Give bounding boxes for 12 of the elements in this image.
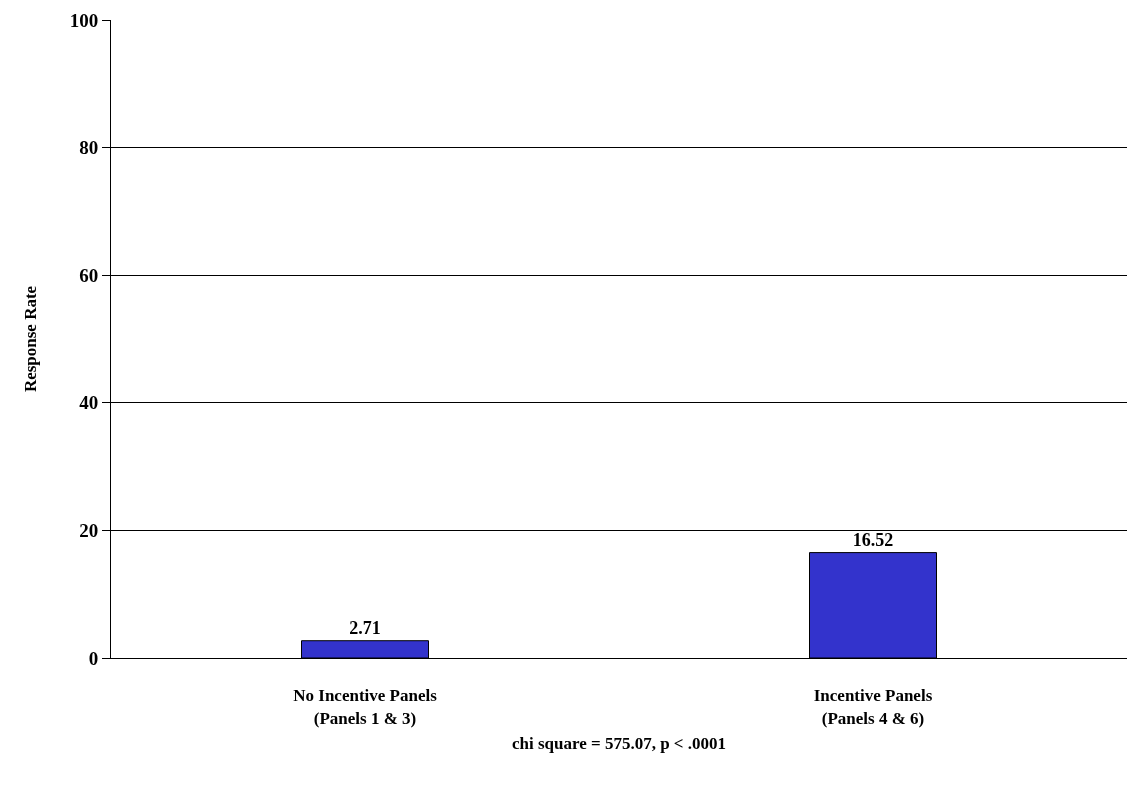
data-label: 16.52 (852, 529, 894, 550)
x-tick-label: Incentive Panels (Panels 4 & 6) (813, 686, 933, 728)
y-tick-label: 80 (79, 137, 99, 159)
y-axis-title: Response Rate (21, 285, 41, 393)
y-tick-label: 20 (79, 520, 99, 542)
y-tick-label: 60 (79, 264, 99, 286)
y-tick-label: 0 (88, 647, 99, 669)
y-tick-label: 40 (79, 392, 99, 414)
x-tick-label: No Incentive Panels (Panels 1 & 3) (293, 686, 438, 728)
x-axis-title: chi square = 575.07, p < .0001 (511, 733, 727, 753)
data-label: 2.71 (349, 617, 381, 638)
y-tick-label: 100 (69, 9, 99, 31)
